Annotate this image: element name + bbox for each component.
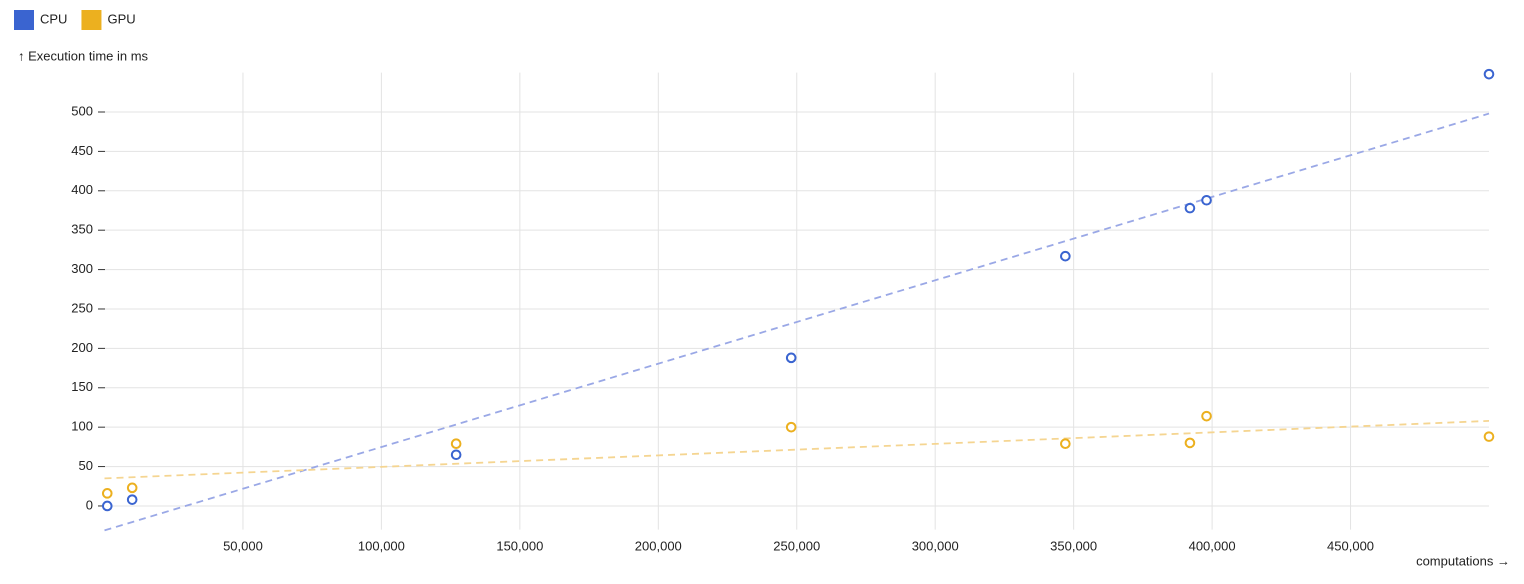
- y-tick-label: 300: [71, 261, 93, 276]
- point: [126, 494, 138, 505]
- point: [101, 500, 113, 512]
- y-tick-label: 450: [71, 143, 93, 158]
- point: [1060, 250, 1071, 262]
- point: [785, 352, 797, 364]
- y-tick-label: 250: [71, 300, 93, 315]
- point: [1060, 438, 1071, 450]
- legend-label: GPU: [107, 11, 135, 26]
- point: [1184, 437, 1196, 449]
- point: [101, 488, 113, 499]
- y-tick-label: 500: [71, 103, 93, 118]
- x-tick-label: 100,000: [358, 538, 405, 553]
- x-tick-label: 450,000: [1327, 538, 1374, 553]
- point: [785, 421, 797, 433]
- y-tick-label: 200: [71, 340, 93, 355]
- x-tick-label: 200,000: [635, 538, 682, 553]
- x-axis-title: computations →: [1416, 553, 1510, 568]
- legend-label: CPU: [40, 11, 67, 26]
- y-tick-label: 150: [71, 379, 93, 394]
- y-tick-label: 100: [71, 419, 93, 434]
- point: [1201, 410, 1212, 422]
- x-tick-label: 350,000: [1050, 538, 1097, 553]
- legend-swatch: [14, 10, 34, 30]
- trend-line: [104, 112, 1490, 532]
- point: [1201, 194, 1212, 206]
- point: [450, 438, 462, 450]
- y-tick-label: 400: [71, 182, 93, 197]
- y-axis-title: ↑ Execution time in ms: [18, 48, 149, 63]
- legend-swatch: [81, 10, 102, 30]
- point: [1483, 431, 1495, 442]
- point: [126, 482, 138, 494]
- y-tick-label: 350: [71, 222, 93, 237]
- x-tick-label: 300,000: [912, 538, 959, 553]
- x-tick-label: 150,000: [496, 538, 543, 553]
- trend-line: [104, 419, 1490, 480]
- point: [450, 449, 462, 461]
- x-tick-label: 400,000: [1189, 538, 1236, 553]
- point: [1184, 202, 1196, 214]
- x-tick-label: 250,000: [773, 538, 820, 553]
- y-tick-label: 0: [86, 497, 93, 512]
- x-tick-label: 50,000: [223, 538, 263, 553]
- y-tick-label: 50: [79, 458, 93, 473]
- point: [1483, 68, 1495, 80]
